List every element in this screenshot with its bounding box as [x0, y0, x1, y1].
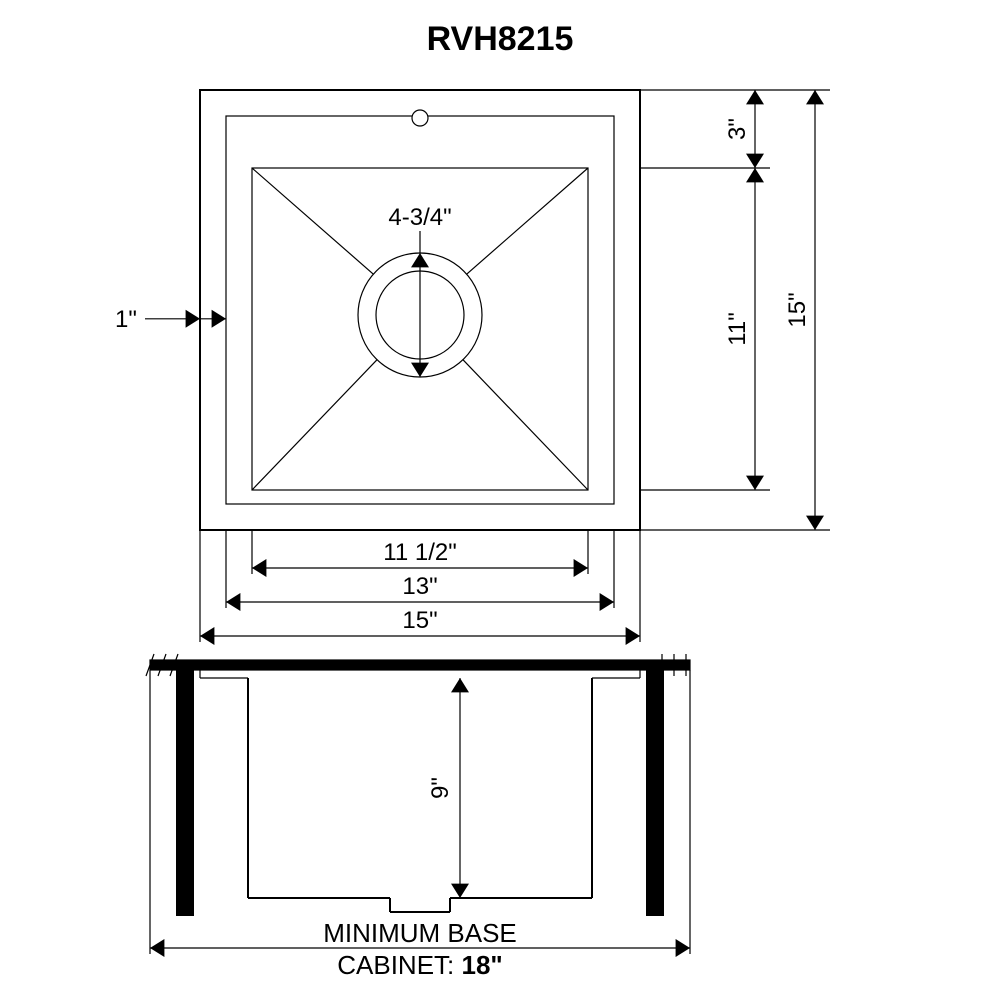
dim-9: 9": [427, 777, 454, 799]
dim-drain: 4-3/4": [388, 204, 451, 231]
technical-drawing: RVH8215 4-3/4" 1" 3" 11" 15" 11 1/2" 13" 15" 9" MI…: [0, 0, 1000, 1000]
dim-11-5: 11 1/2": [383, 539, 456, 566]
dim-15w: 15": [402, 607, 437, 634]
dim-15h: 15": [784, 292, 811, 327]
min-base-line1: MINIMUM BASE: [323, 918, 517, 948]
min-base-line2: CABINET: 18": [337, 950, 503, 980]
title: RVH8215: [427, 20, 574, 58]
dim-rim: 1": [115, 306, 137, 333]
dim-3: 3": [724, 118, 751, 140]
dim-11: 11": [724, 312, 751, 345]
dim-13: 13": [402, 573, 437, 600]
